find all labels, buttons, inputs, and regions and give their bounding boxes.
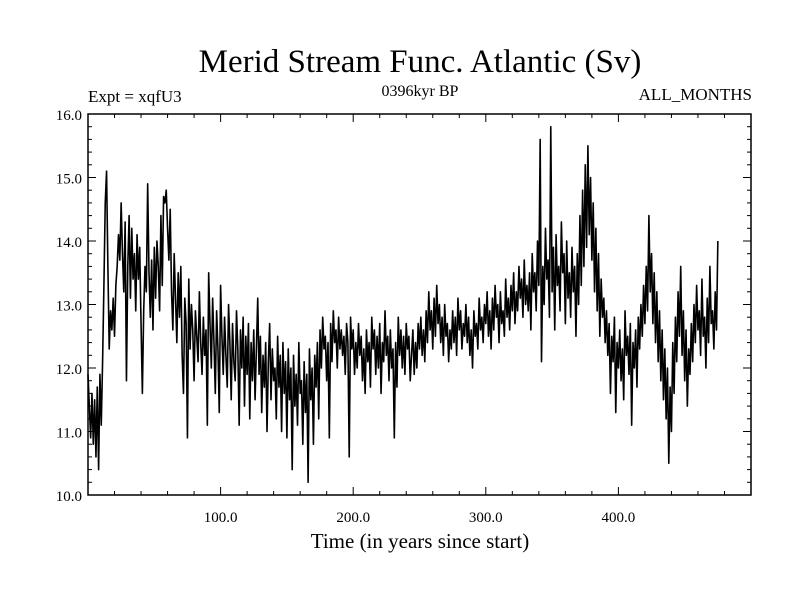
chart-title: Merid Stream Func. Atlantic (Sv) [199,44,642,80]
y-tick-label: 14.0 [56,235,82,251]
months-label: ALL_MONTHS [639,85,752,104]
series-line-amoc [87,125,719,484]
y-tick-label: 13.0 [56,299,82,315]
y-tick-labels: 10.0 11.0 12.0 13.0 14.0 15.0 16.0 [56,108,82,505]
x-tick-label: 200.0 [336,510,370,526]
expt-label: Expt = xqfU3 [88,87,182,106]
x-axis-label: Time (in years since start) [311,529,530,553]
y-tick-label: 10.0 [56,489,82,505]
x-tick-label: 300.0 [469,510,503,526]
plot-frame [87,113,752,496]
y-tick-label: 16.0 [56,108,82,124]
x-tick-label: 400.0 [602,510,636,526]
y-tick-label: 12.0 [56,362,82,378]
y-tick-label: 15.0 [56,172,82,188]
y-tick-label: 11.0 [56,426,82,442]
x-tick-labels: 100.0 200.0 300.0 400.0 [204,510,636,526]
x-tick-label: 100.0 [204,510,238,526]
period-label: 0396kyr BP [382,83,459,100]
